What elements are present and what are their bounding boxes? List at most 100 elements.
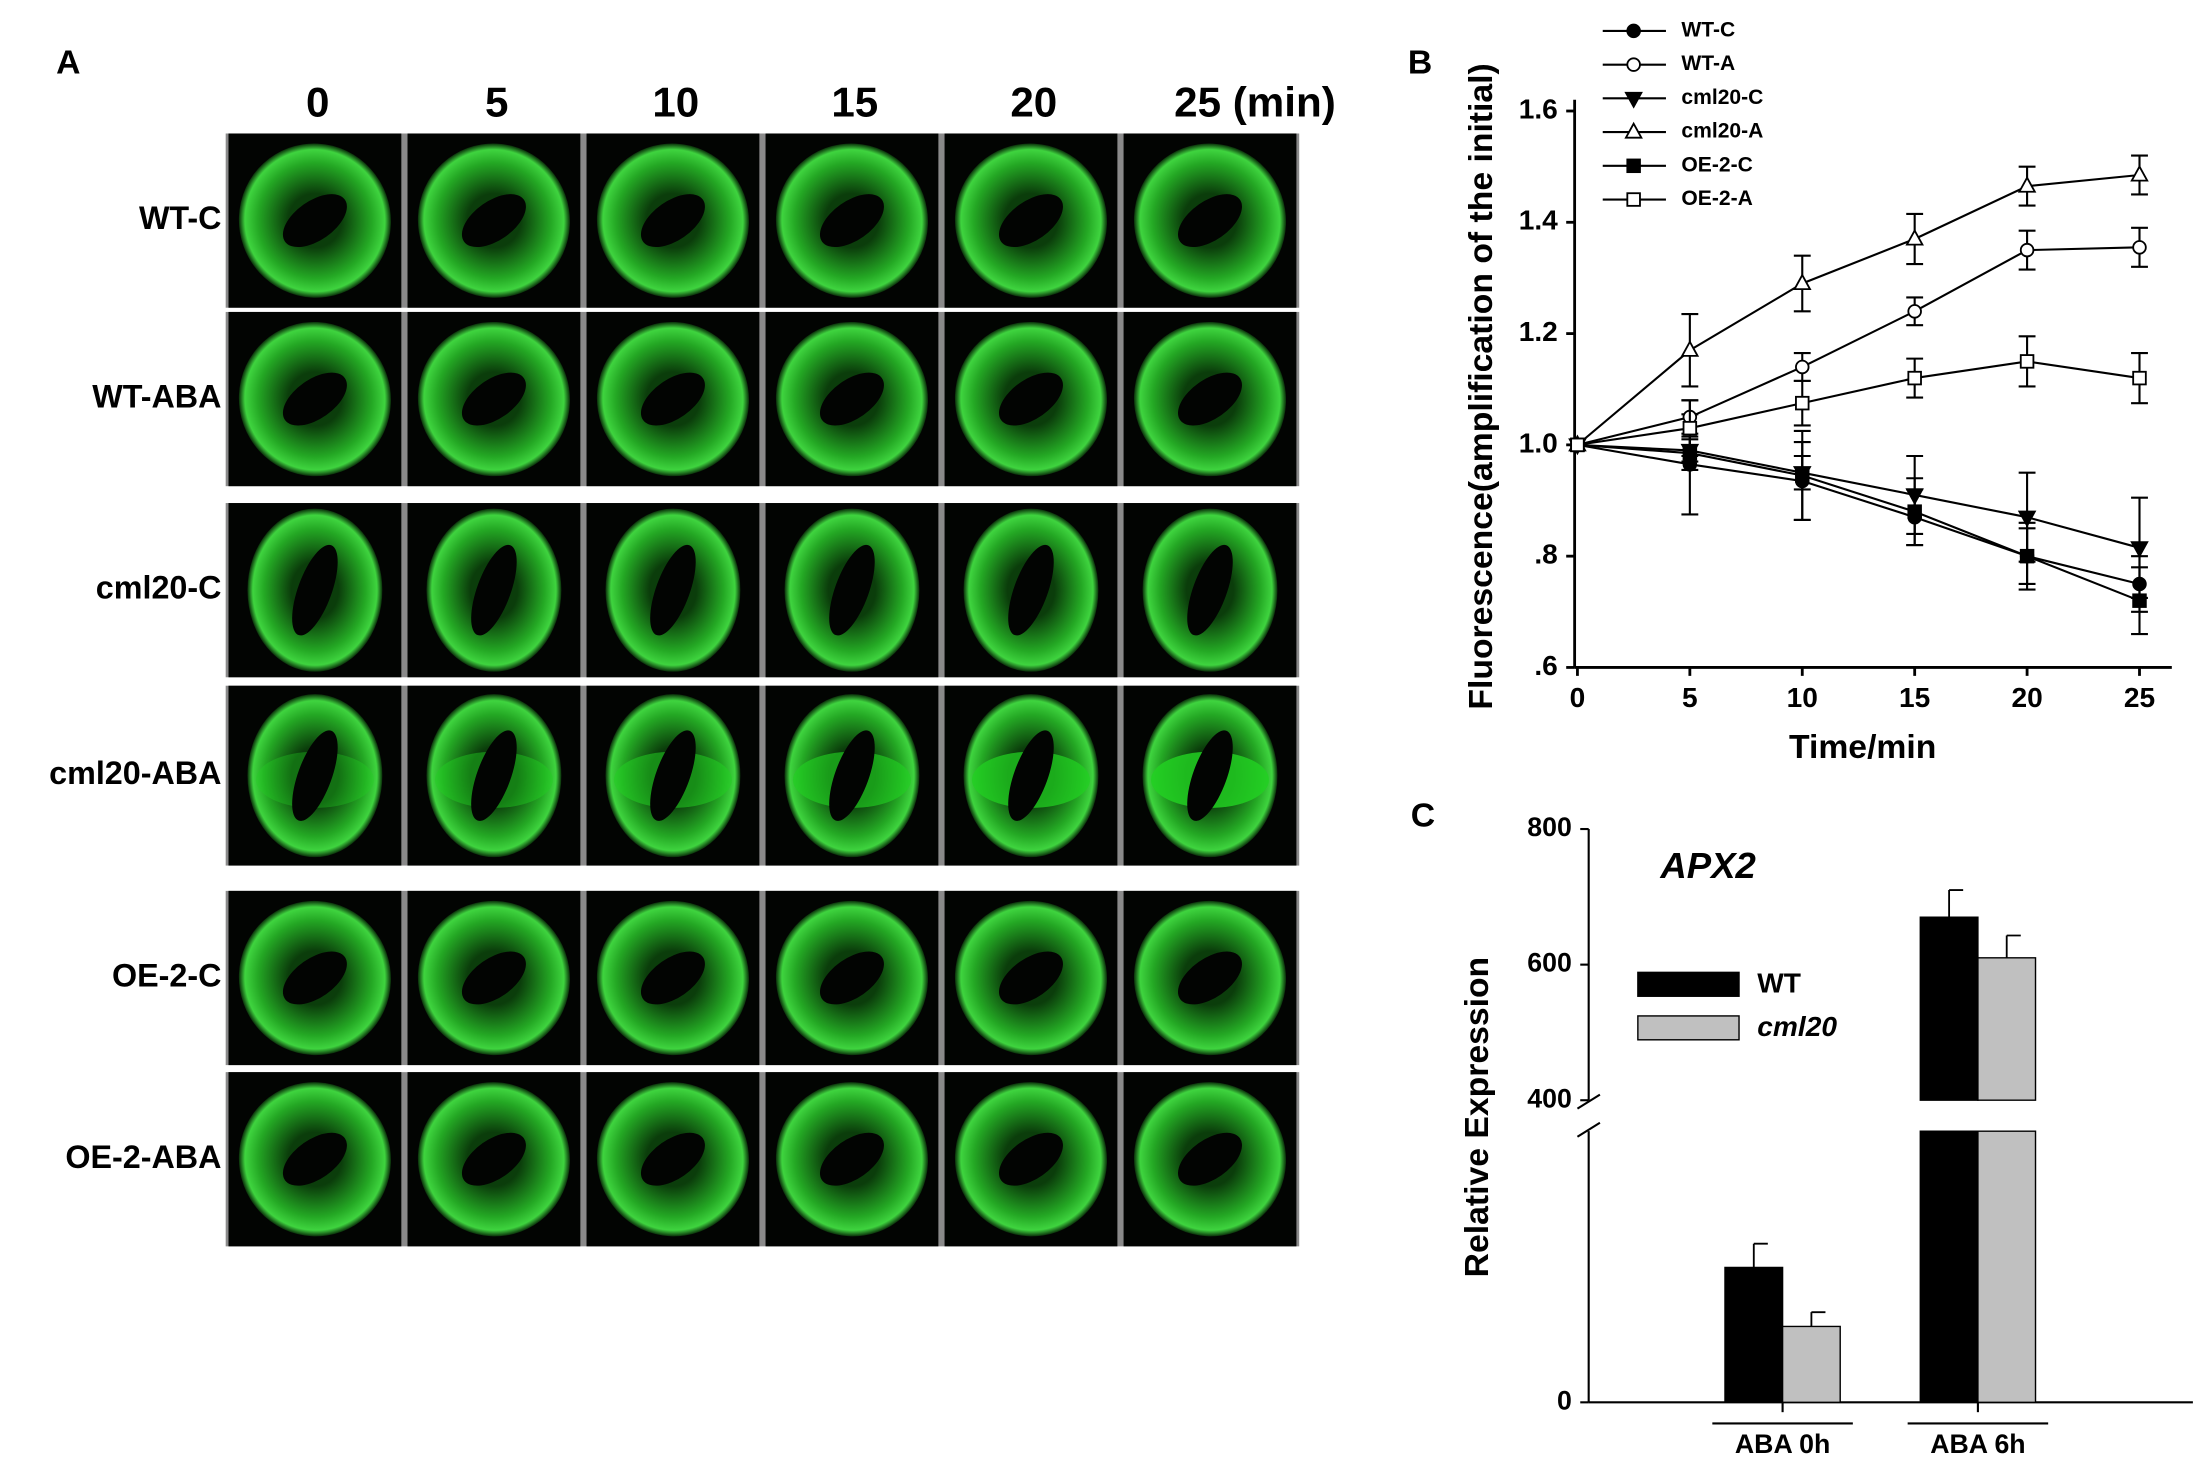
micrograph: [944, 685, 1118, 866]
micrograph: [944, 503, 1118, 678]
stomatal-pore: [829, 544, 875, 636]
stomatal-pore: [640, 1132, 705, 1186]
y-axis-title: Relative Expression: [1458, 957, 1496, 1277]
stomatal-pore: [282, 372, 347, 426]
stomatal-pore: [640, 951, 705, 1005]
series-line: [1577, 360, 2140, 446]
stomatal-pore: [998, 194, 1063, 248]
marker: [2017, 510, 2037, 528]
x-tick-label: ABA 6h: [1930, 1429, 2025, 1459]
micrograph: [1123, 1072, 1297, 1247]
stomatal-pore: [461, 372, 526, 426]
micrograph: [586, 1072, 760, 1247]
micrograph: [586, 685, 760, 866]
row-strip: [225, 1072, 1300, 1247]
micrograph: [1123, 890, 1297, 1066]
legend-marker: [1626, 23, 1641, 39]
micrograph: [765, 503, 939, 678]
marker: [1570, 437, 1585, 453]
stomatal-pore: [461, 1132, 526, 1186]
micrograph: [407, 685, 581, 866]
micrograph: [586, 311, 760, 487]
x-axis-title: Time/min: [1789, 728, 1936, 766]
stomatal-pore: [640, 372, 705, 426]
stomatal-pore: [640, 194, 705, 248]
stomatal-pore: [1178, 951, 1242, 1005]
marker: [1907, 304, 1922, 319]
legend-swatch: [1637, 1015, 1740, 1041]
stomatal-pore: [1178, 194, 1242, 248]
micrograph: [1123, 133, 1297, 308]
legend-marker: [1624, 121, 1643, 139]
marker: [2019, 354, 2035, 369]
micrograph: [228, 503, 402, 678]
x-tick-label: 25: [2124, 682, 2155, 713]
row-strip: [225, 685, 1300, 866]
micrograph: [944, 311, 1118, 487]
marker: [1907, 504, 1922, 519]
micrograph: [765, 1072, 939, 1247]
legend-marker: [1626, 57, 1641, 72]
bar: [1724, 1266, 1784, 1404]
bar: [1781, 1325, 1841, 1404]
series-line: [1577, 246, 2140, 446]
y-tick-label: 800: [1527, 812, 1572, 842]
stomatal-pore: [1178, 372, 1242, 426]
stomatal-pore: [1178, 1132, 1242, 1186]
stomatal-pore: [1008, 544, 1054, 636]
micrograph: [228, 133, 402, 308]
series-line: [1577, 443, 2140, 586]
time-label: 0: [306, 79, 329, 126]
legend-label: WT-A: [1681, 52, 1735, 75]
marker: [1795, 359, 1810, 375]
micrograph: [1123, 311, 1297, 487]
time-label: 15: [831, 79, 878, 126]
micrograph: [944, 890, 1118, 1066]
marker: [2019, 242, 2035, 258]
y-tick-label: 400: [1527, 1083, 1572, 1113]
row-label: cml20-ABA: [49, 755, 221, 791]
marker: [1907, 370, 1922, 386]
marker: [1682, 420, 1698, 436]
stomatal-pore: [292, 730, 338, 821]
stomatal-pore: [1187, 544, 1233, 636]
stomatal-pore: [650, 730, 696, 821]
micrograph: [944, 133, 1118, 308]
stomatal-pore: [998, 1132, 1063, 1186]
legend-swatch: [1637, 971, 1740, 997]
y-tick-label: 0: [1557, 1385, 1572, 1415]
x-tick-label: 15: [1899, 682, 1930, 713]
y-tick-label: 1.4: [1519, 205, 1558, 236]
x-tick-label: 5: [1682, 682, 1698, 713]
row-label: cml20-C: [96, 570, 222, 606]
stomatal-pore: [292, 544, 338, 636]
stomatal-pore: [461, 194, 526, 248]
series-line: [1577, 443, 2140, 602]
marker: [2017, 175, 2037, 193]
time-label: 20: [1010, 79, 1057, 126]
x-tick-label: 0: [1570, 682, 1586, 713]
micrograph: [407, 311, 581, 487]
axis-break: [1576, 1093, 1601, 1138]
stomatal-pore: [819, 194, 884, 248]
panel-label: A: [56, 44, 80, 82]
micrograph: [765, 685, 939, 866]
row-strip: [225, 133, 1300, 308]
error-bar: [2005, 934, 2021, 958]
y-tick-label: .6: [1534, 650, 1557, 681]
legend-marker: [1626, 158, 1641, 174]
series-line: [1577, 443, 2140, 549]
time-label: 10: [652, 79, 699, 126]
stomatal-pore: [650, 544, 696, 636]
y-tick-label: 1.6: [1519, 93, 1558, 124]
row-label: OE-2-ABA: [65, 1139, 221, 1175]
time-label: 5: [485, 79, 508, 126]
error-bar: [1810, 1311, 1826, 1327]
y-tick-label: 1.0: [1519, 427, 1558, 458]
x-tick-label: 20: [2011, 682, 2042, 713]
marker: [2130, 541, 2149, 559]
stomatal-pore: [282, 1132, 347, 1186]
micrograph: [765, 311, 939, 487]
marker: [1795, 395, 1810, 411]
stomatal-pore: [819, 951, 884, 1005]
